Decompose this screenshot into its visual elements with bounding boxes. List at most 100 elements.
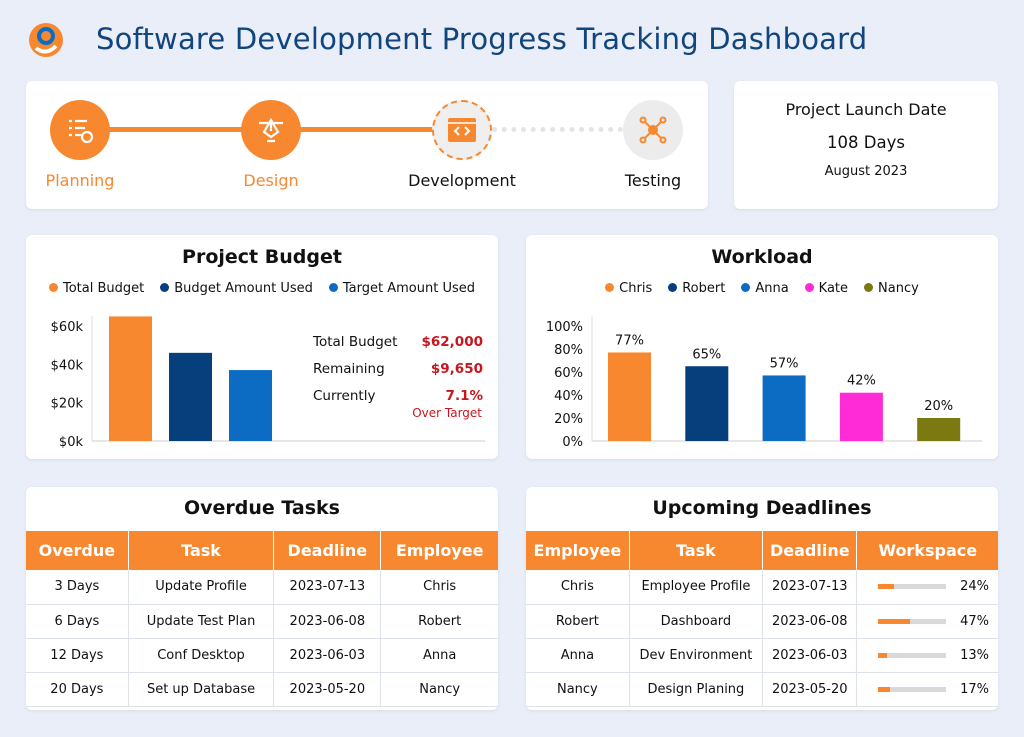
- bar-kate: [839, 392, 883, 441]
- budget-card: Project Budget Total Budget Budget Amoun…: [26, 235, 498, 459]
- bar-nancy: [917, 418, 961, 441]
- table-cell: 13%: [856, 638, 998, 673]
- table-cell: Robert: [526, 604, 630, 639]
- table-row[interactable]: 20 Days Set up Database 2023-05-20 Nancy: [26, 672, 498, 707]
- table-cell: 2023-06-08: [762, 604, 858, 639]
- col-employee: Employee: [526, 531, 630, 570]
- upcoming-table: Employee Task Deadline Workspace Chris Em…: [526, 531, 998, 707]
- step-label-planning: Planning: [45, 171, 115, 190]
- table-row[interactable]: Chris Employee Profile 2023-07-13 24%: [526, 570, 998, 605]
- page-title: Software Development Progress Tracking D…: [96, 22, 868, 56]
- table-cell: Employee Profile: [629, 570, 764, 605]
- table-cell: Chris: [526, 570, 630, 605]
- legend-item: Kate: [804, 281, 848, 296]
- table-cell: 24%: [856, 570, 998, 605]
- legend-item: Budget Amount Used: [160, 281, 313, 296]
- table-cell: 2023-06-03: [273, 638, 382, 673]
- table-cell: Update Profile: [128, 570, 275, 605]
- table-cell: Design Planing: [629, 672, 764, 707]
- step-label-design: Design: [243, 171, 299, 190]
- stat-total-budget: Total Budget $62,000: [313, 334, 483, 350]
- pen-tool-icon: [259, 117, 283, 143]
- table-cell: 2023-06-03: [762, 638, 858, 673]
- table-cell: 20 Days: [26, 672, 129, 707]
- budget-legend: Total Budget Budget Amount Used Target A…: [26, 281, 498, 296]
- step-development[interactable]: [432, 100, 492, 160]
- legend-item: Nancy: [864, 281, 919, 296]
- y-tick-label: 100%: [546, 320, 583, 335]
- step-design[interactable]: [241, 100, 301, 160]
- table-cell: Nancy: [380, 672, 498, 707]
- bar-budget-amount-used: [169, 352, 212, 441]
- table-cell: Chris: [380, 570, 498, 605]
- y-tick-label: 80%: [554, 343, 583, 358]
- y-tick-label: $0k: [59, 435, 84, 450]
- legend-item: Robert: [668, 281, 725, 296]
- workspace-progress-bar: [878, 686, 947, 692]
- y-tick-label: 40%: [554, 389, 583, 404]
- step-label-development: Development: [408, 171, 516, 190]
- checklist-icon: [69, 119, 94, 144]
- table-cell: 2023-06-08: [273, 604, 382, 639]
- progress-tracker: Planning Design Development Testing: [26, 81, 708, 209]
- upcoming-card: Upcoming Deadlines Employee Task Deadlin…: [526, 487, 998, 710]
- table-cell: 2023-07-13: [273, 570, 382, 605]
- y-tick-label: 0%: [562, 435, 583, 450]
- y-tick-label: 20%: [554, 412, 583, 427]
- table-cell: Anna: [526, 638, 630, 673]
- legend-item: Target Amount Used: [328, 281, 475, 296]
- table-cell: Conf Desktop: [128, 638, 275, 673]
- workspace-progress-bar: [878, 618, 947, 624]
- table-row[interactable]: Anna Dev Environment 2023-06-03 13%: [526, 638, 998, 673]
- table-row[interactable]: 12 Days Conf Desktop 2023-06-03 Anna: [26, 638, 498, 673]
- legend-item: Anna: [741, 281, 789, 296]
- launch-date-card: Project Launch Date 108 Days August 2023: [734, 81, 998, 209]
- col-deadline: Deadline: [762, 531, 858, 570]
- step-label-testing: Testing: [624, 171, 682, 190]
- workload-card: Workload Chris Robert Anna Kate Nancy 0%…: [526, 235, 998, 459]
- y-tick-label: $40k: [51, 358, 84, 373]
- stat-over-target: Over Target: [412, 406, 482, 420]
- table-row[interactable]: 6 Days Update Test Plan 2023-06-08 Robert: [26, 604, 498, 639]
- table-row[interactable]: 3 Days Update Profile 2023-07-13 Chris: [26, 570, 498, 605]
- table-cell: Anna: [380, 638, 498, 673]
- budget-title: Project Budget: [182, 246, 342, 268]
- table-cell: 47%: [856, 604, 998, 639]
- col-task: Task: [128, 531, 275, 570]
- data-label: 77%: [615, 333, 644, 348]
- table-cell: 2023-07-13: [762, 570, 858, 605]
- table-cell: Update Test Plan: [128, 604, 275, 639]
- stat-remaining: Remaining $9,650: [313, 361, 483, 377]
- workspace-progress-bar: [878, 584, 947, 590]
- upcoming-title: Upcoming Deadlines: [652, 497, 872, 519]
- workspace-progress-bar: [878, 652, 947, 658]
- step-planning[interactable]: [50, 100, 110, 160]
- bar-target-amount-used: [229, 370, 272, 441]
- y-tick-label: 60%: [554, 366, 583, 381]
- col-deadline: Deadline: [273, 531, 382, 570]
- bar-total-budget: [109, 316, 152, 441]
- table-cell: Dev Environment: [629, 638, 764, 673]
- launch-title: Project Launch Date: [785, 100, 947, 119]
- col-workspace: Workspace: [856, 531, 998, 570]
- table-cell: Dashboard: [629, 604, 764, 639]
- table-cell: Nancy: [526, 672, 630, 707]
- table-row[interactable]: Robert Dashboard 2023-06-08 47%: [526, 604, 998, 639]
- data-label: 57%: [770, 356, 799, 371]
- legend-item: Total Budget: [48, 281, 144, 296]
- table-cell: Set up Database: [128, 672, 275, 707]
- y-tick-label: $60k: [51, 320, 84, 335]
- table-cell: 3 Days: [26, 570, 129, 605]
- step-testing[interactable]: [623, 100, 683, 160]
- bar-robert: [685, 366, 729, 441]
- network-touch-icon: [639, 116, 667, 144]
- workload-title: Workload: [711, 246, 813, 268]
- legend-item: Chris: [605, 281, 652, 296]
- table-row[interactable]: Nancy Design Planing 2023-05-20 17%: [526, 672, 998, 707]
- table-cell: 12 Days: [26, 638, 129, 673]
- overdue-card: Overdue Tasks Overdue Task Deadline Empl…: [26, 487, 498, 710]
- table-cell: Robert: [380, 604, 498, 639]
- overdue-table: Overdue Task Deadline Employee 3 Days Upd…: [26, 531, 498, 707]
- progress-line-pending: [492, 127, 652, 132]
- table-cell: 2023-05-20: [273, 672, 382, 707]
